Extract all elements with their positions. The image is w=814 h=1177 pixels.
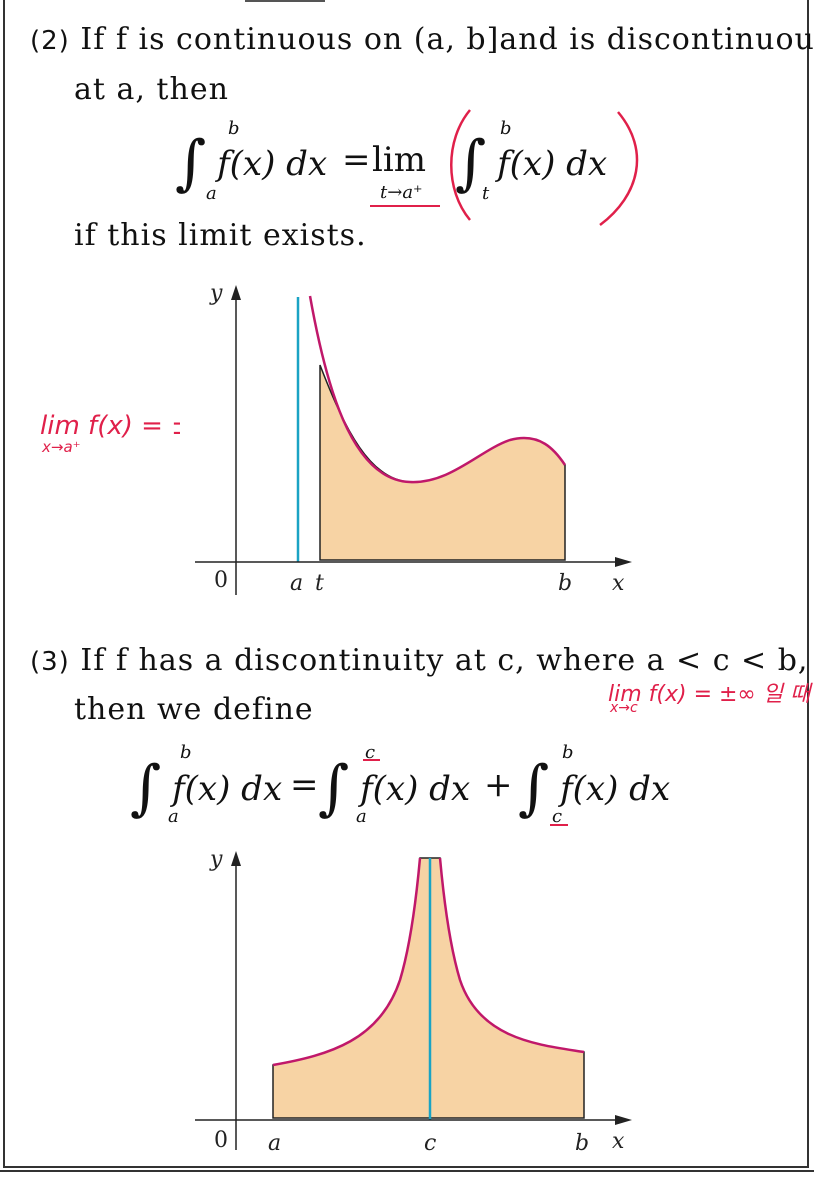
t1: f(x) dx	[172, 769, 283, 809]
lim-sub: t→a⁺	[380, 182, 423, 203]
integral-sign-t1: ∫	[130, 753, 162, 823]
graph1-curve	[308, 295, 567, 484]
section2-number: (2)	[30, 26, 70, 56]
formula-eq: =	[342, 140, 371, 180]
graph2-curve-left	[272, 857, 422, 1067]
section2-formula: ∫ f(x) dx	[175, 120, 328, 198]
int-upper: b	[228, 118, 240, 139]
graph2-tick-a: a	[268, 1131, 281, 1156]
graph2-tick-b: b	[575, 1131, 589, 1156]
graph1-tick-a: a	[290, 571, 303, 596]
section3-text1: If f has a discontinuity at c, where a <…	[80, 643, 809, 678]
t-eq: =	[290, 765, 319, 805]
graph2-curve-right	[438, 857, 585, 1054]
graph2-xarrow	[615, 1115, 632, 1125]
t2-lower: a	[356, 806, 367, 827]
graph1-yarrow	[231, 285, 241, 300]
t2: f(x) dx	[360, 769, 471, 809]
rhs-lower: t	[482, 183, 490, 204]
t1-upper: b	[180, 742, 192, 763]
t1-lower: a	[168, 806, 179, 827]
paren-left	[450, 109, 471, 221]
graph1-origin: 0	[214, 568, 228, 593]
section2-after: if this limit exists.	[74, 218, 367, 253]
integral-sign-t2: ∫	[318, 753, 350, 823]
graph1-tick-b: b	[558, 571, 572, 596]
graph2-origin: 0	[214, 1128, 228, 1153]
graph2-area	[272, 857, 585, 1119]
section3-number: (3)	[30, 647, 70, 677]
graph1-ylabel: y	[209, 281, 223, 306]
section3-term1: ∫ f(x) dx	[130, 745, 283, 823]
section2-line1: (2) If f is continuous on (a, b]and is d…	[30, 22, 814, 57]
section3-term3: ∫ f(x) dx	[518, 745, 671, 823]
page-frame	[3, 0, 809, 1168]
integral-sign-t3: ∫	[518, 753, 550, 823]
t-plus: +	[484, 765, 513, 805]
graph2-tick-c: c	[424, 1131, 436, 1156]
graph1: y 0 x a t b	[180, 280, 635, 610]
section3-line1: (3) If f has a discontinuity at c, where…	[30, 643, 808, 678]
rhs-upper: b	[500, 118, 512, 139]
graph1-xlabel: x	[612, 571, 625, 596]
t2-upper: c	[365, 742, 376, 763]
formula-lhs: f(x) dx	[217, 144, 328, 184]
integral-sign-rhs: ∫	[455, 128, 487, 198]
annotation3-line1: lim f(x) = ±∞ 일 때	[608, 682, 811, 707]
section2-line2: at a, then	[74, 72, 229, 107]
graph2-yarrow	[231, 851, 241, 866]
paren-right	[599, 111, 639, 226]
annotation3-line2: x→c	[610, 700, 638, 716]
graph2: y 0 x a c b	[195, 847, 632, 1156]
formula-rhs: f(x) dx	[497, 144, 608, 184]
section3-line2: then we define	[74, 692, 314, 727]
section2-text1: If f is continuous on (a, b]and is disco…	[80, 22, 814, 57]
t3-lower: c	[552, 806, 563, 827]
t3: f(x) dx	[560, 769, 671, 809]
bottom-rule	[0, 1170, 814, 1172]
t3-upper: b	[562, 742, 574, 763]
integral-sign: ∫	[175, 128, 207, 198]
graph1-tick-t: t	[315, 571, 324, 596]
graph2-xlabel: x	[612, 1129, 625, 1154]
formula-lim: lim	[372, 140, 426, 180]
graph2-ylabel: y	[209, 847, 223, 872]
top-rule	[245, 0, 325, 2]
graph1-xarrow	[615, 557, 632, 567]
section3-term2: ∫ f(x) dx	[318, 745, 471, 823]
section2-formula-rhs: ∫ f(x) dx	[455, 120, 608, 198]
annotation2-line2: x→a⁺	[42, 438, 81, 456]
int-lower: a	[206, 183, 217, 204]
